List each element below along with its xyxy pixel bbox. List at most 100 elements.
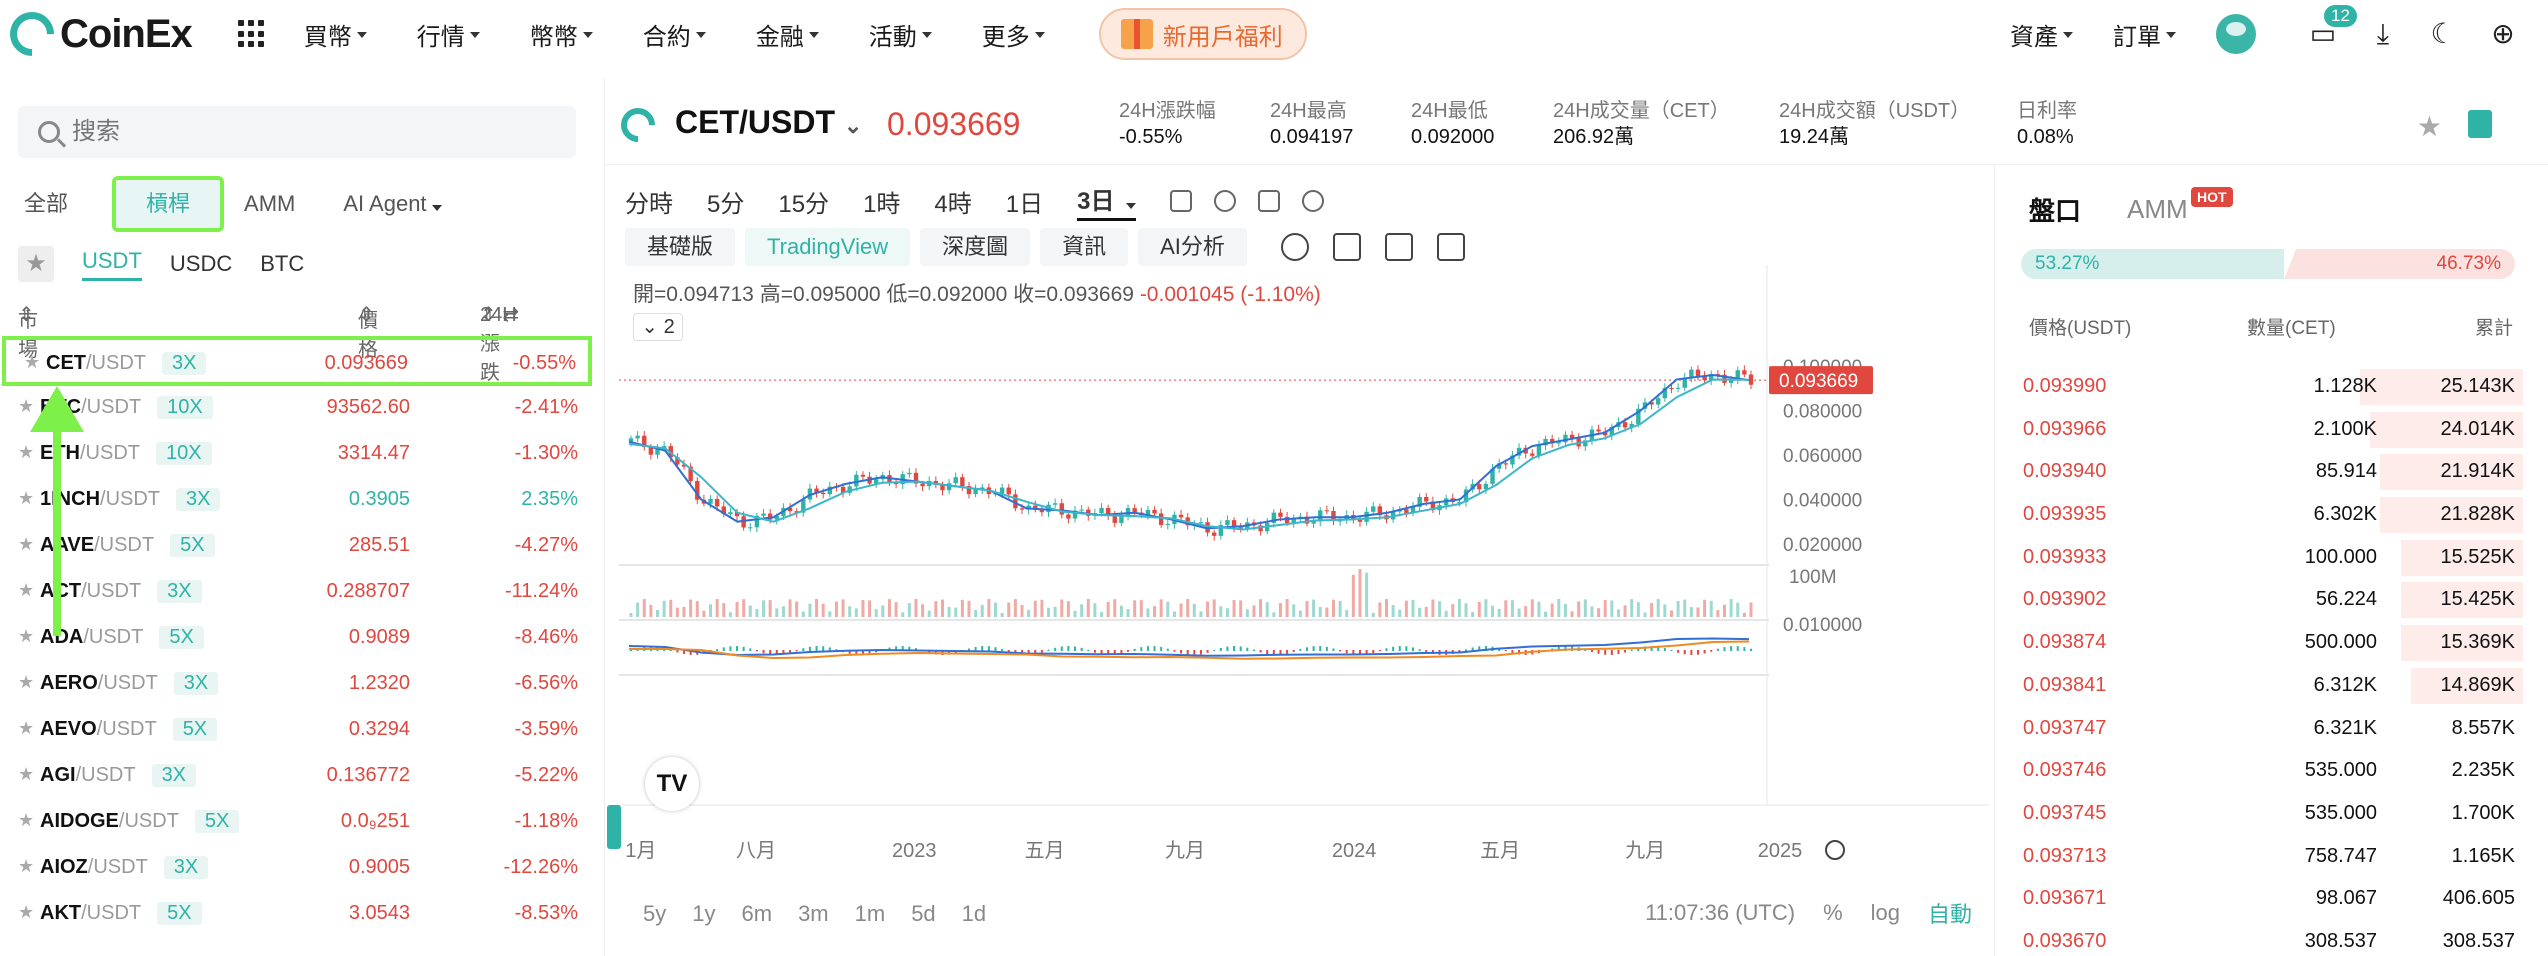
ask-row[interactable]: 0.093874 500.000 15.369K — [2013, 621, 2523, 664]
nav-item-events[interactable]: 活動 — [869, 17, 932, 52]
sort-change[interactable]: 24H漲跌 ⇕ ⇄ — [480, 304, 520, 384]
market-row[interactable]: ★ BTC/USDT 10X 93562.60 -2.41% — [0, 384, 590, 430]
price-chart[interactable]: 0.1000000.0800000.0600000.0400000.020000… — [619, 265, 1989, 875]
tf-4h[interactable]: 4時 — [934, 190, 972, 218]
nav-item-spot[interactable]: 幣幣 — [530, 17, 593, 52]
scroll-handle[interactable] — [607, 805, 621, 849]
globe-icon[interactable]: ⊕ — [2491, 18, 2515, 49]
market-row[interactable]: ★ AGI/USDT 3X 0.136772 -5.22% — [0, 752, 590, 798]
indicator-toggle[interactable]: ⌄ 2 — [633, 313, 683, 341]
ask-row[interactable]: 0.093933 100.000 15.525K — [2013, 536, 2523, 579]
range-6m[interactable]: 6m — [741, 901, 773, 926]
ask-row[interactable]: 0.093902 56.224 15.425K — [2013, 578, 2523, 621]
tf-15m[interactable]: 15分 — [778, 190, 830, 218]
tab-orderbook[interactable]: 盤口 — [2029, 196, 2082, 226]
market-row[interactable]: ★ ADA/USDT 5X 0.9089 -8.46% — [0, 614, 590, 660]
ask-row[interactable]: 0.093713 758.747 1.165K — [2013, 835, 2523, 878]
tf-1d[interactable]: 1日 — [1005, 190, 1044, 218]
view-depth[interactable]: 深度圖 — [920, 228, 1031, 266]
nav-item-orders[interactable]: 訂單 — [2113, 17, 2176, 52]
tf-3d[interactable]: 3日 — [1077, 181, 1137, 221]
ask-row[interactable]: 0.093747 6.321K 8.557K — [2013, 707, 2523, 750]
favorite-star-icon[interactable]: ★ — [18, 442, 35, 462]
tab-all[interactable]: 全部 — [24, 191, 69, 216]
favorite-star-icon[interactable]: ★ — [18, 764, 35, 784]
dark-mode-icon[interactable]: ☾ — [2430, 18, 2456, 49]
favorite-star-icon[interactable]: ★ — [18, 810, 35, 830]
ask-row[interactable]: 0.093935 6.302K 21.828K — [2013, 493, 2523, 536]
ask-row[interactable]: 0.093990 1.128K 25.143K — [2013, 365, 2523, 408]
tf-1h[interactable]: 1時 — [863, 190, 901, 218]
utc-clock[interactable]: 11:07:36 (UTC) — [1645, 900, 1796, 925]
log-scale-toggle[interactable]: log — [1870, 900, 1900, 925]
tab-ai-agent[interactable]: AI Agent — [339, 176, 445, 232]
nav-item-assets[interactable]: 資產 — [2010, 17, 2073, 52]
favorite-star-icon[interactable]: ★ — [18, 718, 35, 738]
range-1d[interactable]: 1d — [961, 901, 987, 926]
new-user-promo-button[interactable]: 新用戶福利 — [1098, 8, 1307, 60]
tab-margin[interactable]: 槓桿 — [112, 176, 225, 232]
favorite-star-icon[interactable]: ★ — [18, 580, 35, 600]
nav-item-more[interactable]: 更多 — [982, 17, 1045, 52]
nav-item-markets[interactable]: 行情 — [417, 17, 480, 52]
tab-amm[interactable]: AMM — [244, 191, 296, 216]
range-5y[interactable]: 5y — [643, 901, 667, 926]
tab-btc[interactable]: BTC — [260, 251, 305, 276]
sort-market[interactable]: 市場 ⇕ — [18, 304, 38, 361]
tab-usdc[interactable]: USDC — [169, 251, 233, 276]
layout-icon[interactable] — [1384, 233, 1413, 261]
fullscreen-icon[interactable] — [1332, 233, 1361, 261]
indicator-icon[interactable] — [1214, 190, 1237, 212]
chart-type-icon[interactable] — [1170, 190, 1193, 212]
market-row[interactable]: ★ AIDOGE/USDT 5X 0.0₉251 -1.18% — [0, 798, 590, 844]
search-box[interactable] — [18, 106, 576, 158]
favorites-star-icon[interactable]: ★ — [18, 246, 54, 282]
view-info[interactable]: 資訊 — [1040, 228, 1129, 266]
tf-5m[interactable]: 5分 — [707, 190, 745, 218]
market-row[interactable]: ★ CET/USDT 3X 0.093669 -0.55% — [2, 336, 592, 386]
refresh-icon[interactable] — [1280, 233, 1309, 261]
market-row[interactable]: ★ 1INCH/USDT 3X 0.3905 2.35% — [0, 476, 590, 522]
guide-book-icon[interactable] — [2468, 110, 2492, 138]
ask-row[interactable]: 0.093841 6.312K 14.869K — [2013, 664, 2523, 707]
market-row[interactable]: ★ AERO/USDT 3X 1.2320 -6.56% — [0, 660, 590, 706]
market-row[interactable]: ★ AEVO/USDT 5X 0.3294 -3.59% — [0, 706, 590, 752]
range-5d[interactable]: 5d — [911, 901, 936, 926]
market-row[interactable]: ★ AAVE/USDT 5X 285.51 -4.27% — [0, 522, 590, 568]
add-icon[interactable] — [1302, 190, 1325, 212]
download-icon[interactable]: ⤓ — [2376, 18, 2390, 49]
ask-row[interactable]: 0.093746 535.000 2.235K — [2013, 749, 2523, 792]
tf-line[interactable]: 分時 — [625, 190, 673, 218]
chart-settings-icon[interactable] — [1825, 840, 1845, 860]
range-1y[interactable]: 1y — [692, 901, 716, 926]
auto-scale-toggle[interactable]: 自動 — [1927, 902, 1972, 927]
view-basic[interactable]: 基礎版 — [625, 228, 736, 266]
favorite-star-icon[interactable]: ★ — [18, 534, 35, 554]
share-icon[interactable] — [1436, 233, 1465, 261]
ask-row[interactable]: 0.093671 98.067 406.605 — [2013, 877, 2523, 920]
range-1m[interactable]: 1m — [854, 901, 886, 926]
market-row[interactable]: ★ AIOZ/USDT 3X 0.9005 -12.26% — [0, 844, 590, 890]
ask-row[interactable]: 0.093745 535.000 1.700K — [2013, 792, 2523, 835]
search-input[interactable] — [72, 118, 472, 146]
view-ai-analysis[interactable]: AI分析 — [1138, 228, 1247, 266]
favorite-star-icon[interactable]: ★ — [18, 856, 35, 876]
nav-item-buy-crypto[interactable]: 買幣 — [304, 17, 367, 52]
favorite-star-icon[interactable]: ★ — [18, 672, 35, 692]
avatar[interactable] — [2216, 14, 2256, 54]
percent-scale-toggle[interactable]: % — [1823, 900, 1843, 925]
favorite-star-icon[interactable]: ★ — [18, 902, 35, 922]
favorite-star-icon[interactable]: ★ — [18, 488, 35, 508]
nav-item-finance[interactable]: 金融 — [756, 17, 819, 52]
message-icon[interactable]: ▭ 12 — [2308, 5, 2357, 49]
nav-item-futures[interactable]: 合約 — [643, 17, 706, 52]
view-tradingview[interactable]: TradingView — [745, 228, 911, 266]
compare-icon[interactable] — [1258, 190, 1281, 212]
tab-amm-book[interactable]: AMM — [2127, 194, 2188, 224]
favorite-star-icon[interactable]: ★ — [2416, 111, 2442, 142]
range-3m[interactable]: 3m — [798, 901, 829, 926]
coinex-logo[interactable]: CoinEx — [0, 2, 193, 66]
apps-grid-icon[interactable] — [237, 20, 266, 48]
